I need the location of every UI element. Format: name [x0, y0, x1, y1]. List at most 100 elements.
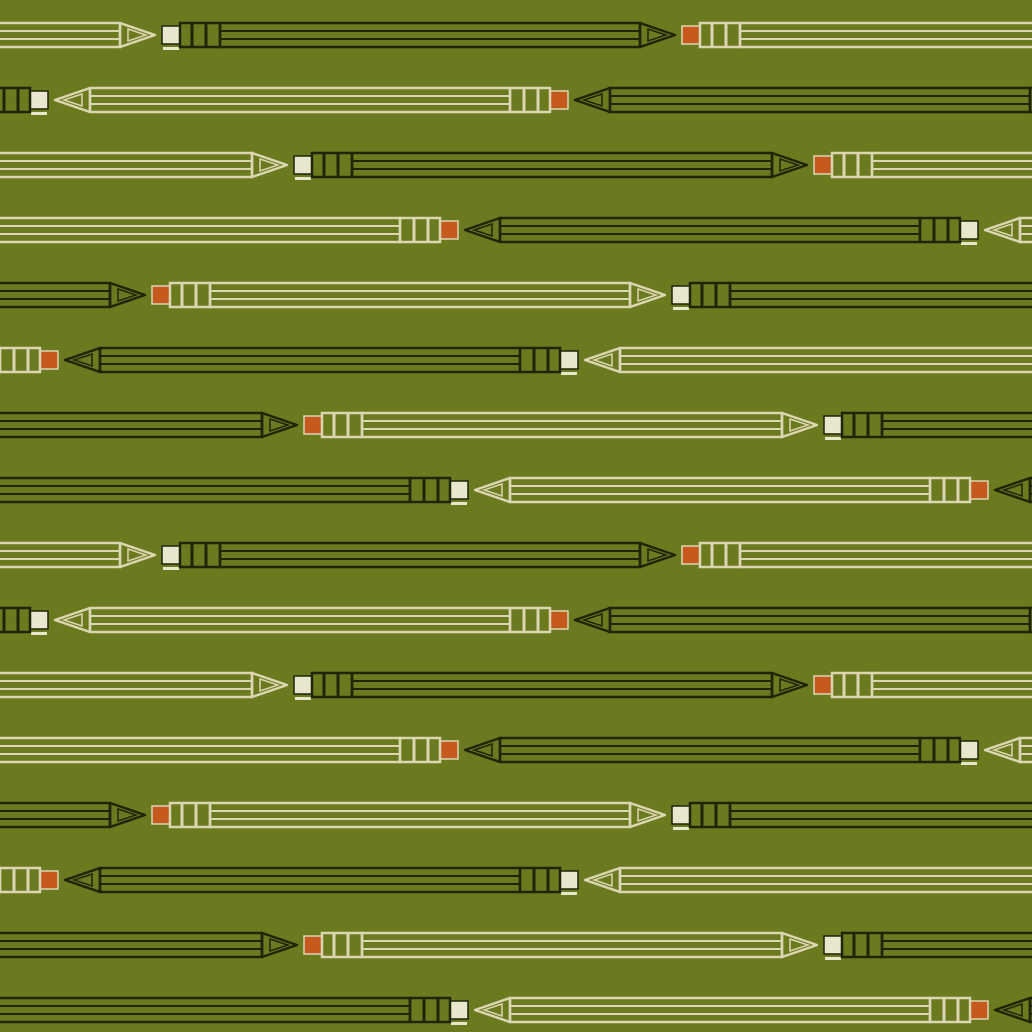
dark-pencil	[993, 476, 1032, 504]
pencil-tip	[260, 931, 299, 959]
pencil-eraser	[813, 155, 833, 175]
pencil-lead	[581, 612, 603, 628]
pencil-tip	[638, 21, 677, 49]
pencil-tip	[63, 346, 102, 374]
pencil-eraser	[39, 350, 59, 370]
pencil-lead	[591, 352, 613, 368]
dark-pencil	[0, 931, 299, 959]
pencil-tip	[260, 411, 299, 439]
eraser-tab	[673, 307, 689, 310]
pencil-ferrule	[0, 346, 42, 374]
pencil-body	[738, 21, 1032, 49]
pencil-lead	[991, 742, 1013, 758]
dark-pencil	[0, 86, 49, 115]
eraser-tab	[451, 502, 467, 505]
pencil-eraser	[823, 415, 843, 435]
pencil-lead	[127, 27, 149, 43]
dark-pencil	[463, 216, 979, 245]
pencil-tip	[983, 216, 1022, 244]
pencil-eraser	[681, 545, 701, 565]
pencil-body	[0, 996, 412, 1024]
pencil-eraser	[151, 805, 171, 825]
pencil-tip	[993, 996, 1032, 1024]
pencil-lead	[71, 872, 93, 888]
pencil-lead	[581, 92, 603, 108]
dark-pencil	[0, 411, 299, 439]
eraser-tab	[163, 567, 179, 570]
light-pencil	[681, 21, 1032, 49]
pencil-eraser	[303, 935, 323, 955]
pencil-tip	[770, 671, 809, 699]
pencil-lead	[481, 482, 503, 498]
pencil-eraser	[161, 25, 181, 45]
light-pencil	[0, 736, 459, 764]
dark-pencil	[293, 151, 809, 180]
pencil-body	[0, 476, 412, 504]
pencil-eraser	[959, 740, 979, 760]
pencil-eraser	[293, 675, 313, 695]
pencil-eraser	[681, 25, 701, 45]
light-pencil	[473, 996, 989, 1024]
pencil-eraser	[449, 1000, 469, 1020]
pencil-eraser	[29, 610, 49, 630]
pencil-tip	[583, 866, 622, 894]
pencil-body	[728, 281, 1032, 309]
pencil-eraser	[671, 805, 691, 825]
pencil-ferrule	[0, 866, 42, 894]
dark-pencil	[161, 21, 677, 50]
dark-pencil	[671, 801, 1032, 830]
pencil-tip	[628, 281, 667, 309]
light-pencil	[0, 216, 459, 244]
light-pencil	[53, 606, 569, 634]
pencil-tip	[780, 411, 819, 439]
eraser-tab	[561, 892, 577, 895]
light-pencil	[473, 476, 989, 504]
pencil-tip	[108, 801, 147, 829]
dark-pencil	[63, 346, 579, 375]
pencil-tip	[53, 86, 92, 114]
light-pencil	[813, 151, 1032, 179]
pencil-lead	[991, 222, 1013, 238]
pencil-tip	[993, 476, 1032, 504]
eraser-tab	[31, 112, 47, 115]
pencil-body	[870, 151, 1032, 179]
light-pencil	[681, 541, 1032, 569]
dark-pencil	[823, 411, 1032, 440]
pencil-lead	[269, 937, 291, 953]
pencil-lead	[471, 222, 493, 238]
pencil-lead	[61, 612, 83, 628]
dark-pencil	[573, 86, 1032, 114]
eraser-tab	[163, 47, 179, 50]
pencil-tip	[250, 151, 289, 179]
pencil-tip	[463, 216, 502, 244]
light-pencil	[303, 411, 819, 439]
pencil-lead	[127, 547, 149, 563]
pencil-lead	[71, 352, 93, 368]
pencil-lead	[637, 287, 659, 303]
pencil-eraser	[293, 155, 313, 175]
pencil-tip	[628, 801, 667, 829]
dark-pencil	[161, 541, 677, 570]
pencil-eraser	[303, 415, 323, 435]
pencil-lead	[779, 677, 801, 693]
pencil-tip	[573, 86, 612, 114]
pencil-body	[880, 411, 1032, 439]
light-pencil	[813, 671, 1032, 699]
pencil-lead	[647, 27, 669, 43]
light-pencil	[983, 736, 1032, 764]
pencil-eraser	[549, 610, 569, 630]
pencil-lead	[471, 742, 493, 758]
light-pencil	[151, 281, 667, 309]
pencil-tip	[53, 606, 92, 634]
pencil-eraser	[959, 220, 979, 240]
pencil-body	[880, 931, 1032, 959]
pencil-eraser	[969, 480, 989, 500]
pencil-eraser	[151, 285, 171, 305]
pencil-tip	[118, 21, 157, 49]
pencil-body	[728, 801, 1032, 829]
dark-pencil	[63, 866, 579, 895]
pencil-tip	[780, 931, 819, 959]
pencil-eraser	[549, 90, 569, 110]
pencil-eraser	[39, 870, 59, 890]
